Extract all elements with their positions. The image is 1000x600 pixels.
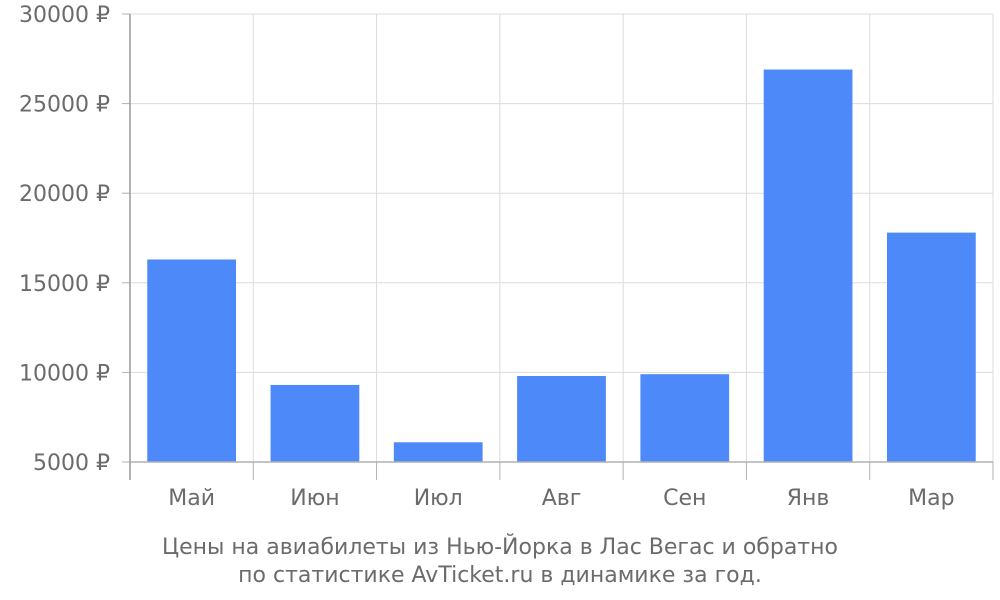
x-tick-label: Май — [168, 486, 215, 511]
axes — [122, 13, 994, 480]
y-tick-label: 20000 ₽ — [19, 182, 110, 207]
y-tick-label: 5000 ₽ — [33, 451, 110, 476]
chart-title: Цены на авиабилеты из Нью-Йорка в Лас Ве… — [162, 535, 838, 560]
tick-labels: 5000 ₽ 10000 ₽ 15000 ₽ 20000 ₽ 25000 ₽ 30000 … — [19, 3, 955, 511]
bar — [147, 259, 237, 462]
bar — [517, 375, 606, 462]
x-tick-label: Мар — [908, 486, 954, 511]
x-tick-label: Авг — [542, 486, 582, 511]
y-tick-label: 30000 ₽ — [19, 3, 110, 28]
bar — [393, 442, 483, 462]
bars — [147, 69, 976, 462]
bar-chart: 5000 ₽ 10000 ₽ 15000 ₽ 20000 ₽ 25000 ₽ 30000 … — [19, 3, 994, 511]
x-tick-label: Сен — [663, 486, 706, 511]
chart-subtitle: по статистике AvTicket.ru в динамике за … — [238, 563, 762, 588]
bar — [640, 374, 730, 462]
bar — [886, 232, 976, 462]
y-tick-label: 10000 ₽ — [19, 361, 110, 386]
bar — [763, 69, 853, 462]
bar — [270, 384, 360, 462]
x-tick-label: Янв — [787, 486, 830, 511]
y-tick-label: 25000 ₽ — [19, 93, 110, 118]
x-tick-label: Июл — [414, 486, 463, 511]
y-tick-label: 15000 ₽ — [19, 272, 110, 297]
grid-lines — [129, 13, 994, 463]
x-tick-label: Июн — [290, 486, 339, 511]
